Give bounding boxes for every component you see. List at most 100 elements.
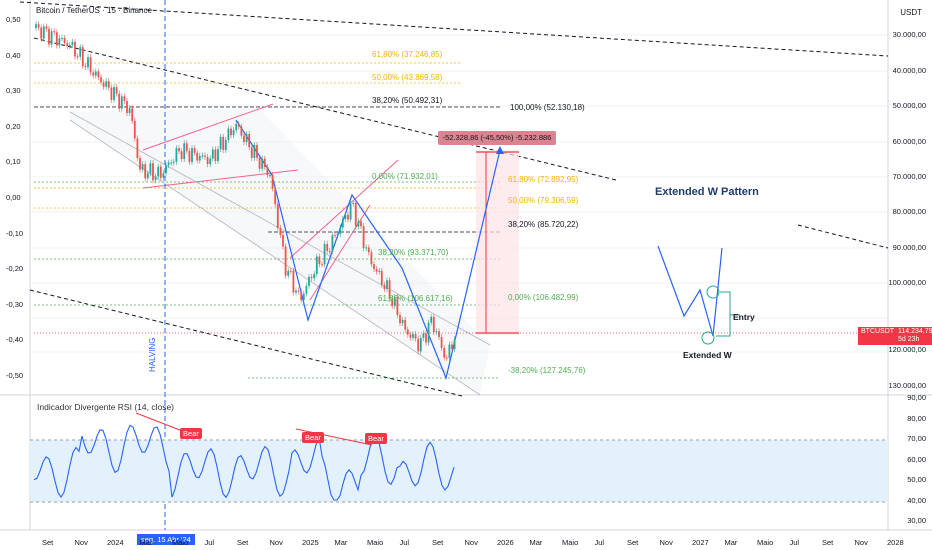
candle <box>380 271 383 285</box>
price-tick: 80.000,00 <box>892 207 926 216</box>
candle <box>396 296 399 315</box>
candle <box>55 32 58 46</box>
candle <box>136 138 139 159</box>
candle <box>105 81 108 87</box>
rsi-tick: 40,00 <box>907 495 926 505</box>
candle <box>232 130 235 136</box>
candle <box>118 93 121 109</box>
percent-tick: 0,50 <box>6 15 21 24</box>
candle <box>412 334 414 338</box>
time-tick: Mar <box>334 538 348 547</box>
candle <box>211 149 214 159</box>
candle <box>243 135 245 143</box>
candle <box>362 226 365 249</box>
rsi-tick: 80,00 <box>907 413 926 423</box>
candle <box>256 145 258 158</box>
candle <box>334 235 336 237</box>
time-tick: Jul <box>204 538 215 547</box>
candle <box>406 329 409 335</box>
candle <box>144 164 147 179</box>
rsi-line <box>33 424 455 501</box>
candle <box>451 344 453 349</box>
candle <box>87 57 89 68</box>
candle <box>440 337 443 349</box>
time-tick: Set <box>42 538 54 547</box>
candle <box>42 26 45 39</box>
candle <box>435 331 438 333</box>
candle <box>240 126 243 136</box>
candle <box>165 165 167 174</box>
price-tick: 120.000,00 <box>888 345 926 354</box>
time-tick: Jul <box>399 538 410 547</box>
candle <box>180 151 183 160</box>
candle <box>430 316 433 323</box>
time-tick: Mar <box>139 538 153 547</box>
time-tick: 2025 <box>302 538 319 547</box>
candle <box>45 26 48 29</box>
candle <box>279 227 282 235</box>
candle <box>300 291 303 301</box>
percent-tick: -0,50 <box>6 371 24 380</box>
candle <box>419 337 422 352</box>
candle <box>438 331 440 338</box>
candle <box>352 203 355 205</box>
fib-label: 50,00% (43.869,58) <box>372 73 443 82</box>
price-tick: 100.000,00 <box>888 278 926 287</box>
candle <box>388 280 391 299</box>
candle <box>123 96 126 102</box>
time-tick: Set <box>822 538 834 547</box>
candle <box>224 139 227 150</box>
candle <box>214 149 217 162</box>
candle <box>128 108 131 114</box>
candle <box>146 173 149 179</box>
candle <box>269 175 271 177</box>
candle <box>373 264 375 269</box>
candle <box>341 218 344 228</box>
candle <box>61 38 63 40</box>
candle <box>40 27 43 39</box>
candle <box>102 82 105 87</box>
fib-label: 38,20% (85.720,22) <box>508 220 579 229</box>
candle <box>360 221 362 227</box>
candle <box>68 44 71 47</box>
candle <box>367 247 370 253</box>
candle <box>92 72 95 76</box>
candle <box>235 124 238 131</box>
fib-label: 38,20% (50.492,31) <box>372 96 443 105</box>
currency-unit[interactable]: USDT <box>900 8 922 17</box>
time-tick: 2027 <box>692 538 709 547</box>
price-tick: 50.000,00 <box>892 101 926 110</box>
fib-label: 61,80% (72.892,95) <box>508 175 579 184</box>
candle <box>453 339 456 349</box>
price-tag[interactable]: BTCUSDT 114.234,79 5d 23h <box>858 327 932 345</box>
candle <box>287 270 290 276</box>
candle <box>120 96 123 109</box>
halving-label: HALVING <box>148 337 157 372</box>
candle <box>386 280 388 290</box>
chart-title: Bitcoin / TetherUS · 15 · Binance <box>36 6 152 15</box>
candle <box>63 38 66 44</box>
rsi-title[interactable]: Indicador Divergente RSI (14, close) <box>37 402 175 412</box>
candle <box>289 270 292 272</box>
candle <box>401 319 404 324</box>
fib-label: 100,00% (52.130,18) <box>510 103 585 112</box>
entry-label: Entry <box>733 312 755 322</box>
candle <box>89 57 92 73</box>
candle <box>115 87 118 94</box>
candle <box>141 164 144 170</box>
candle <box>245 134 248 143</box>
measure-box[interactable]: -52.328,86 (-45,50%) -5.232.886 <box>438 131 556 145</box>
percent-tick: -0,40 <box>6 335 24 345</box>
candle <box>248 134 251 148</box>
candle <box>391 298 394 306</box>
candle <box>258 157 261 169</box>
candle <box>313 274 316 279</box>
time-tick: Maio <box>757 538 774 547</box>
candle <box>230 128 232 136</box>
candle <box>198 155 201 161</box>
candle <box>308 276 310 286</box>
fib-label: -38,20% (127.245,76) <box>508 366 586 375</box>
price-value: 114.234,79 <box>898 328 932 335</box>
candle <box>404 319 407 330</box>
